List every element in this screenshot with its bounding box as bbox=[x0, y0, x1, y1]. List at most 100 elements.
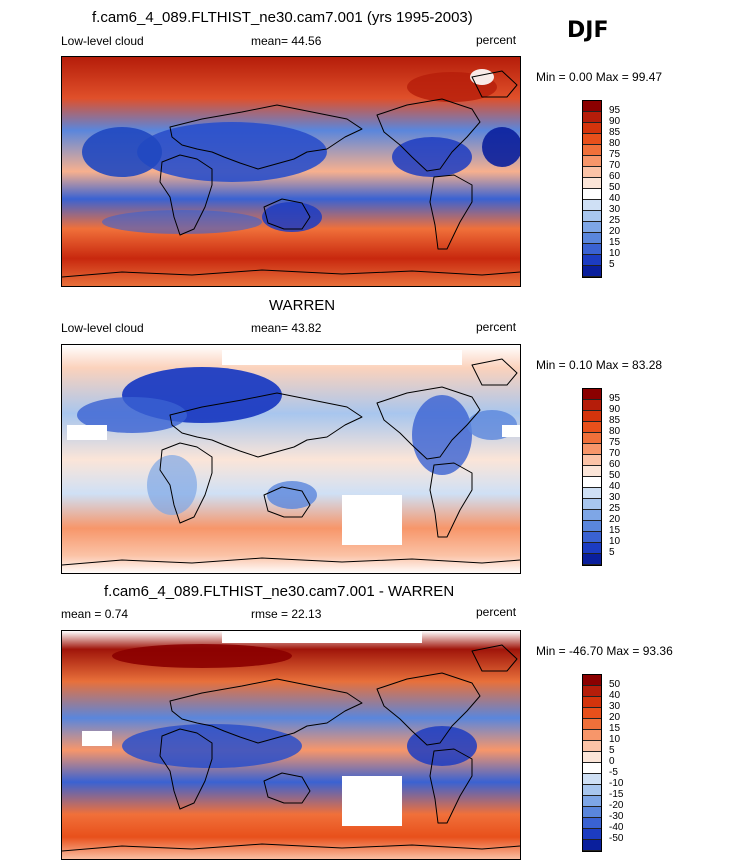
panel1-map-graphic bbox=[62, 57, 520, 286]
colorbar-swatch bbox=[583, 686, 601, 697]
colorbar-swatch bbox=[583, 829, 601, 840]
colorbar-swatch bbox=[583, 488, 601, 499]
colorbar-tick-label: 15 bbox=[609, 237, 621, 248]
colorbar-swatch bbox=[583, 189, 601, 200]
colorbar-swatch bbox=[583, 752, 601, 763]
colorbar-tick-label: 15 bbox=[609, 525, 621, 536]
colorbar-swatch bbox=[583, 266, 601, 277]
colorbar-tick-label: 10 bbox=[609, 734, 621, 745]
colorbar-swatch bbox=[583, 422, 601, 433]
colorbar-swatch bbox=[583, 697, 601, 708]
colorbar-swatch bbox=[583, 101, 601, 112]
colorbar-tick-label: 50 bbox=[609, 470, 621, 481]
colorbar-swatch bbox=[583, 521, 601, 532]
panel1-map bbox=[61, 56, 521, 287]
panel2-variable-label: Low-level cloud bbox=[61, 321, 144, 335]
colorbar-tick-label: 40 bbox=[609, 193, 621, 204]
colorbar-tick-label: 50 bbox=[609, 182, 621, 193]
season-label: DJF bbox=[567, 18, 609, 43]
colorbar-tick-label: 75 bbox=[609, 437, 621, 448]
colorbar-tick-label: 85 bbox=[609, 415, 621, 426]
colorbar-swatch bbox=[583, 796, 601, 807]
colorbar-tick-label: -30 bbox=[609, 811, 624, 822]
colorbar-tick-label: -40 bbox=[609, 822, 624, 833]
panel1-title: f.cam6_4_089.FLTHIST_ne30.cam7.001 (yrs … bbox=[92, 9, 473, 26]
colorbar-swatch bbox=[583, 543, 601, 554]
colorbar-tick-label: 80 bbox=[609, 138, 621, 149]
colorbar-swatch bbox=[583, 774, 601, 785]
colorbar-swatch bbox=[583, 741, 601, 752]
colorbar-tick-label: 95 bbox=[609, 393, 621, 404]
colorbar-swatch bbox=[583, 499, 601, 510]
colorbar-tick-label: 60 bbox=[609, 459, 621, 470]
panel3-map-graphic bbox=[62, 631, 520, 859]
panel1-minmax: Min = 0.00 Max = 99.47 bbox=[536, 70, 663, 84]
colorbar-tick-label: 25 bbox=[609, 503, 621, 514]
panel2-minmax: Min = 0.10 Max = 83.28 bbox=[536, 358, 663, 372]
panel2-units-label: percent bbox=[476, 320, 517, 334]
panel1-units-label: percent bbox=[476, 33, 517, 47]
colorbar-tick-label: 60 bbox=[609, 171, 621, 182]
colorbar-swatch bbox=[583, 433, 601, 444]
colorbar-tick-label: 10 bbox=[609, 248, 621, 259]
colorbar-tick-label: 50 bbox=[609, 679, 621, 690]
panel2-map-graphic bbox=[62, 345, 520, 573]
colorbar-tick-label: 10 bbox=[609, 536, 621, 547]
colorbar-swatch bbox=[583, 455, 601, 466]
colorbar-swatch bbox=[583, 763, 601, 774]
panel2-colorbar bbox=[582, 388, 602, 566]
colorbar-swatch bbox=[583, 244, 601, 255]
colorbar-tick-label: 90 bbox=[609, 116, 621, 127]
colorbar-swatch bbox=[583, 675, 601, 686]
colorbar-swatch bbox=[583, 167, 601, 178]
colorbar-swatch bbox=[583, 255, 601, 266]
colorbar-swatch bbox=[583, 785, 601, 796]
panel1-mean-label: mean= 44.56 bbox=[251, 34, 322, 48]
colorbar-tick-label: 25 bbox=[609, 215, 621, 226]
colorbar-swatch bbox=[583, 222, 601, 233]
colorbar-tick-label: 90 bbox=[609, 404, 621, 415]
colorbar-swatch bbox=[583, 807, 601, 818]
panel3-map bbox=[61, 630, 521, 860]
colorbar-tick-label: -15 bbox=[609, 789, 624, 800]
colorbar-swatch bbox=[583, 818, 601, 829]
colorbar-tick-label: 75 bbox=[609, 149, 621, 160]
colorbar-tick-label: 20 bbox=[609, 712, 621, 723]
colorbar-swatch bbox=[583, 532, 601, 543]
colorbar-tick-label: 0 bbox=[609, 756, 615, 767]
colorbar-swatch bbox=[583, 389, 601, 400]
colorbar-swatch bbox=[583, 178, 601, 189]
panel3-rmse-label: rmse = 22.13 bbox=[251, 607, 322, 621]
colorbar-tick-label: 20 bbox=[609, 514, 621, 525]
colorbar-swatch bbox=[583, 400, 601, 411]
panel2-mean-label: mean= 43.82 bbox=[251, 321, 322, 335]
colorbar-tick-label: -50 bbox=[609, 833, 624, 844]
panel3-minmax: Min = -46.70 Max = 93.36 bbox=[536, 644, 673, 658]
colorbar-swatch bbox=[583, 444, 601, 455]
colorbar-tick-label: 85 bbox=[609, 127, 621, 138]
colorbar-swatch bbox=[583, 411, 601, 422]
colorbar-tick-label: -10 bbox=[609, 778, 624, 789]
colorbar-swatch bbox=[583, 156, 601, 167]
colorbar-swatch bbox=[583, 477, 601, 488]
colorbar-tick-label: 30 bbox=[609, 701, 621, 712]
colorbar-swatch bbox=[583, 145, 601, 156]
colorbar-swatch bbox=[583, 466, 601, 477]
colorbar-swatch bbox=[583, 719, 601, 730]
colorbar-tick-label: 95 bbox=[609, 105, 621, 116]
colorbar-tick-label: 5 bbox=[609, 259, 615, 270]
colorbar-tick-label: 70 bbox=[609, 448, 621, 459]
panel3-mean-label: mean = 0.74 bbox=[61, 607, 129, 621]
colorbar-tick-label: 40 bbox=[609, 690, 621, 701]
panel3-title: f.cam6_4_089.FLTHIST_ne30.cam7.001 - WAR… bbox=[104, 583, 455, 600]
panel1-variable-label: Low-level cloud bbox=[61, 34, 144, 48]
panel3-units-label: percent bbox=[476, 605, 517, 619]
colorbar-swatch bbox=[583, 708, 601, 719]
colorbar-swatch bbox=[583, 840, 601, 851]
colorbar-tick-label: 15 bbox=[609, 723, 621, 734]
colorbar-swatch bbox=[583, 123, 601, 134]
colorbar-swatch bbox=[583, 510, 601, 521]
panel2-title: WARREN bbox=[269, 297, 336, 314]
colorbar-swatch bbox=[583, 112, 601, 123]
panel2-map bbox=[61, 344, 521, 574]
